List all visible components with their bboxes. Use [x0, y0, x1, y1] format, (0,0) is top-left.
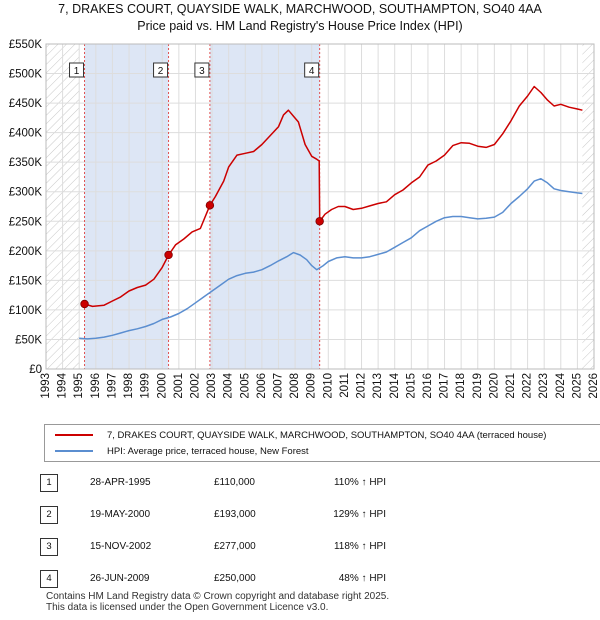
x-tick-label: 1998: [123, 373, 135, 399]
x-tick-label: 1993: [40, 373, 52, 399]
table-row: 2 19-MAY-2000 £193,000 129% ↑ HPI: [38, 506, 598, 524]
y-tick-label: £150K: [9, 275, 43, 287]
ownership-shaded-span: [209, 44, 320, 369]
sale-badge-box: [304, 62, 320, 78]
y-tick-label: £200K: [9, 246, 43, 258]
x-tick-label: 2010: [322, 373, 334, 399]
y-tick-label: £350K: [9, 157, 43, 169]
hpi-line: [79, 177, 583, 340]
sale-point: [205, 201, 215, 210]
price-chart: 1 2 3 4 £0 £50K £100K £150K £200K £250K £300K £350…: [9, 39, 600, 399]
y-tick-label: £550K: [9, 39, 43, 51]
sale-price: £110,000: [214, 477, 255, 488]
sale-date: 15-NOV-2002: [90, 541, 152, 552]
x-tick-label: 2013: [372, 373, 384, 399]
x-tick-label: 2004: [223, 372, 235, 398]
y-tick-label: £300K: [9, 187, 43, 199]
x-tick-label: 2016: [422, 373, 434, 399]
legend-label-hpi: HPI: Average price, terraced house, New …: [107, 445, 309, 457]
x-tick-label: 2015: [405, 373, 417, 399]
sale-number-badge: 2: [40, 506, 58, 524]
sale-badge-label: 4: [309, 66, 315, 77]
x-tick-label: 2006: [256, 373, 268, 399]
sale-badge-box: [194, 62, 210, 78]
x-tick-label: 2026: [588, 373, 600, 399]
footer-licence: This data is licensed under the Open Gov…: [46, 602, 329, 613]
table-row: 1 28-APR-1995 £110,000 110% ↑ HPI: [38, 474, 598, 492]
y-tick-label: £450K: [9, 98, 43, 110]
sale-hpi-change: 118% ↑ HPI: [333, 541, 386, 552]
sale-point: [164, 250, 173, 260]
sale-price: £277,000: [214, 541, 256, 552]
x-tick-label: 2023: [538, 373, 550, 399]
table-row: 4 26-JUN-2009 £250,000 48% ↑ HPI: [38, 570, 598, 588]
x-tick-label: 2007: [273, 373, 285, 399]
sale-badge-box: [153, 62, 169, 78]
sale-point: [80, 299, 89, 309]
y-tick-label: £0: [29, 364, 42, 376]
sale-badge-label: 1: [74, 66, 80, 77]
legend-item-hpi: HPI: Average price, terraced house, New …: [55, 444, 309, 458]
y-tick-label: £500K: [9, 69, 43, 81]
sale-number-badge: 4: [40, 570, 58, 588]
x-tick-label: 2024: [555, 372, 567, 398]
chart-subtitle: Price paid vs. HM Land Registry's House …: [137, 19, 463, 33]
y-tick-label: £100K: [9, 305, 43, 317]
x-tick-label: 2014: [389, 372, 401, 398]
sale-point: [315, 217, 324, 226]
legend: 7, DRAKES COURT, QUAYSIDE WALK, MARCHWOO…: [44, 424, 600, 462]
sale-hpi-change: 129% ↑ HPI: [333, 509, 386, 520]
x-tick-label: 2020: [488, 373, 500, 399]
hatched-span: [582, 44, 594, 369]
sale-badge-label: 3: [199, 66, 205, 77]
sale-hpi-change: 110% ↑ HPI: [333, 477, 386, 488]
legend-swatch-hpi: [55, 450, 93, 452]
x-tick-label: 1995: [73, 373, 85, 399]
sale-price: £250,000: [214, 573, 256, 584]
x-tick-label: 1997: [106, 373, 118, 399]
legend-label-property: 7, DRAKES COURT, QUAYSIDE WALK, MARCHWOO…: [107, 429, 547, 441]
x-tick-label: 2025: [571, 373, 583, 399]
x-tick-label: 2002: [189, 373, 201, 399]
x-tick-label: 1996: [90, 373, 102, 399]
x-tick-label: 2009: [306, 373, 318, 399]
chart-title: 7, DRAKES COURT, QUAYSIDE WALK, MARCHWOO…: [58, 2, 542, 16]
x-tick-label: 2012: [356, 373, 368, 399]
legend-item-property: 7, DRAKES COURT, QUAYSIDE WALK, MARCHWOO…: [55, 428, 546, 442]
y-tick-label: £50K: [15, 334, 42, 346]
ownership-shaded-span: [84, 44, 169, 369]
table-row: 3 15-NOV-2002 £277,000 118% ↑ HPI: [38, 538, 598, 556]
x-tick-label: 2022: [522, 373, 534, 399]
sale-price: £193,000: [214, 509, 256, 520]
x-tick-label: 1994: [57, 372, 69, 398]
y-tick-label: £250K: [9, 216, 43, 228]
y-tick-label: £400K: [9, 128, 43, 140]
x-tick-label: 2017: [439, 373, 451, 399]
sale-badge-box: [69, 62, 85, 78]
x-tick-label: 2021: [505, 373, 517, 399]
legend-swatch-property: [55, 434, 93, 436]
x-tick-label: 2003: [206, 373, 218, 399]
sale-date: 28-APR-1995: [90, 477, 151, 488]
footer-copyright: Contains HM Land Registry data © Crown c…: [46, 591, 390, 602]
x-tick-label: 2008: [289, 373, 301, 399]
sale-date: 26-JUN-2009: [90, 573, 150, 584]
sale-number-badge: 3: [40, 538, 58, 556]
x-tick-label: 2019: [472, 373, 484, 399]
x-tick-label: 2000: [156, 373, 168, 399]
x-tick-label: 2001: [173, 373, 185, 399]
x-tick-label: 2018: [455, 373, 467, 399]
property-price-line: [84, 85, 583, 308]
sale-hpi-change: 48% ↑ HPI: [338, 573, 386, 584]
sale-badge-label: 2: [158, 66, 164, 77]
x-tick-label: 2011: [339, 373, 351, 398]
plot-border: [45, 43, 595, 370]
sale-number-badge: 1: [40, 474, 58, 492]
x-tick-label: 1999: [140, 373, 152, 399]
sale-date: 19-MAY-2000: [90, 509, 151, 520]
x-tick-label: 2005: [239, 373, 251, 399]
